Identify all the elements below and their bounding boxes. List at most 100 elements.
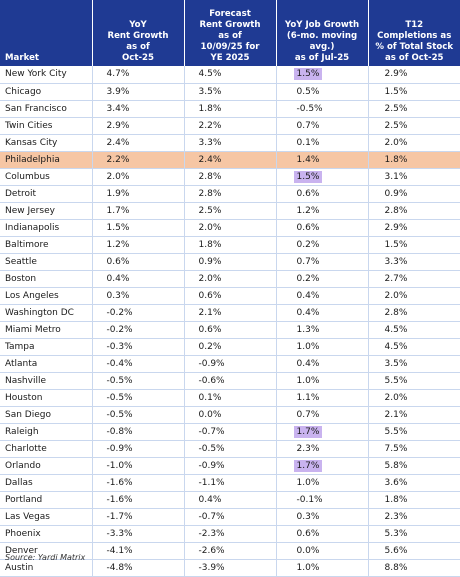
table-row: Denver -4.1% -2.6% 0.0% 5.6% [0, 542, 460, 560]
cell-yoy-rent-growth: 3.4% [92, 100, 185, 118]
cell-yoy-job-growth: 0.4% [276, 304, 369, 322]
table-row: New Jersey 1.7% 2.5% 1.2% 2.8% [0, 202, 460, 220]
cell-t12-completions: 2.0% [368, 389, 460, 407]
cell-yoy-rent-growth: -1.7% [92, 508, 185, 526]
header-t12-completions: T12 Completions as% of Total Stock as of O… [368, 0, 460, 66]
cell-t12-completions: 2.0% [368, 287, 460, 305]
cell-forecast-rent-growth: 0.6% [184, 321, 277, 339]
table-row: Charlotte -0.9% -0.5% 2.3% 7.5% [0, 440, 460, 458]
cell-market: Seattle [0, 253, 93, 271]
cell-market: San Diego [0, 406, 93, 424]
cell-yoy-job-growth: 1.0% [276, 474, 369, 492]
cell-yoy-job-growth: 2.3% [276, 440, 369, 458]
cell-yoy-rent-growth: 2.2% [92, 151, 185, 169]
cell-market: Miami Metro [0, 321, 93, 339]
cell-t12-completions: 2.0% [368, 134, 460, 152]
cell-t12-completions: 4.5% [368, 338, 460, 356]
cell-market: Las Vegas [0, 508, 93, 526]
cell-yoy-job-growth: 0.5% [276, 83, 369, 101]
cell-forecast-rent-growth: 2.4% [184, 151, 277, 169]
table-row: Nashville -0.5% -0.6% 1.0% 5.5% [0, 372, 460, 390]
cell-forecast-rent-growth: -0.9% [184, 355, 277, 373]
cell-market: Portland [0, 491, 93, 509]
cell-yoy-rent-growth: -0.5% [92, 389, 185, 407]
cell-t12-completions: 1.5% [368, 83, 460, 101]
cell-forecast-rent-growth: 0.9% [184, 253, 277, 271]
table-row: San Diego -0.5% 0.0% 0.7% 2.1% [0, 406, 460, 424]
cell-yoy-rent-growth: 0.3% [92, 287, 185, 305]
cell-t12-completions: 0.9% [368, 185, 460, 203]
cell-yoy-job-growth: -0.1% [276, 491, 369, 509]
cell-forecast-rent-growth: 2.2% [184, 117, 277, 135]
table-row: Columbus 2.0% 2.8% 1.5% 3.1% [0, 168, 460, 186]
table-row: Atlanta -0.4% -0.9% 0.4% 3.5% [0, 355, 460, 373]
cell-forecast-rent-growth: 1.8% [184, 100, 277, 118]
cell-yoy-rent-growth: 2.0% [92, 168, 185, 186]
cell-forecast-rent-growth: -2.3% [184, 525, 277, 543]
table-row: Washington DC -0.2% 2.1% 0.4% 2.8% [0, 304, 460, 322]
cell-yoy-job-growth: 0.7% [276, 406, 369, 424]
cell-yoy-job-growth: 0.0% [276, 542, 369, 560]
cell-yoy-job-growth: -0.5% [276, 100, 369, 118]
cell-t12-completions: 5.5% [368, 423, 460, 441]
cell-forecast-rent-growth: 4.5% [184, 66, 277, 84]
cell-yoy-rent-growth: 2.4% [92, 134, 185, 152]
cell-market: Detroit [0, 185, 93, 203]
cell-forecast-rent-growth: -0.5% [184, 440, 277, 458]
cell-yoy-rent-growth: -0.5% [92, 372, 185, 390]
cell-yoy-job-growth: 0.7% [276, 117, 369, 135]
cell-market: Indianapolis [0, 219, 93, 237]
cell-yoy-job-growth: 0.6% [276, 525, 369, 543]
cell-yoy-job-growth: 1.5% [276, 66, 369, 84]
table-row: Indianapolis 1.5% 2.0% 0.6% 2.9% [0, 219, 460, 237]
cell-yoy-rent-growth: -0.2% [92, 304, 185, 322]
cell-t12-completions: 1.5% [368, 236, 460, 254]
cell-yoy-rent-growth: 1.7% [92, 202, 185, 220]
cell-yoy-job-growth: 1.0% [276, 372, 369, 390]
cell-market: Tampa [0, 338, 93, 356]
cell-t12-completions: 5.6% [368, 542, 460, 560]
cell-t12-completions: 8.8% [368, 559, 460, 577]
cell-yoy-rent-growth: -3.3% [92, 525, 185, 543]
table-row: Boston 0.4% 2.0% 0.2% 2.7% [0, 270, 460, 288]
table-row: Portland -1.6% 0.4% -0.1% 1.8% [0, 491, 460, 509]
cell-yoy-job-growth: 0.4% [276, 287, 369, 305]
cell-market: Washington DC [0, 304, 93, 322]
cell-yoy-job-growth: 0.6% [276, 219, 369, 237]
cell-t12-completions: 4.5% [368, 321, 460, 339]
header-forecast-rent-growth: Forecast Rent Growth as of 10/09/25 for YE 2… [184, 0, 277, 66]
cell-yoy-job-growth: 1.1% [276, 389, 369, 407]
cell-forecast-rent-growth: -0.7% [184, 508, 277, 526]
table-header: Market YoY Rent Growth as of Oct-25 Forecas… [0, 0, 460, 66]
cell-forecast-rent-growth: 0.1% [184, 389, 277, 407]
cell-yoy-rent-growth: 2.9% [92, 117, 185, 135]
cell-t12-completions: 2.5% [368, 100, 460, 118]
cell-t12-completions: 2.9% [368, 66, 460, 84]
cell-t12-completions: 2.7% [368, 270, 460, 288]
cell-market: Phoenix [0, 525, 93, 543]
cell-market: Orlando [0, 457, 93, 475]
cell-forecast-rent-growth: 0.6% [184, 287, 277, 305]
cell-yoy-rent-growth: -1.6% [92, 474, 185, 492]
cell-yoy-job-growth: 1.2% [276, 202, 369, 220]
cell-forecast-rent-growth: 0.2% [184, 338, 277, 356]
cell-market: San Francisco [0, 100, 93, 118]
cell-forecast-rent-growth: 3.3% [184, 134, 277, 152]
cell-yoy-job-growth: 0.7% [276, 253, 369, 271]
cell-yoy-job-growth: 0.4% [276, 355, 369, 373]
cell-forecast-rent-growth: -0.6% [184, 372, 277, 390]
header-row: Market YoY Rent Growth as of Oct-25 Forecas… [0, 0, 460, 66]
cell-yoy-job-growth: 0.1% [276, 134, 369, 152]
table-row: Detroit 1.9% 2.8% 0.6% 0.9% [0, 185, 460, 203]
cell-yoy-job-growth: 1.7% [276, 457, 369, 475]
cell-forecast-rent-growth: 2.0% [184, 219, 277, 237]
cell-forecast-rent-growth: -0.9% [184, 457, 277, 475]
cell-market: Columbus [0, 168, 93, 186]
cell-t12-completions: 2.1% [368, 406, 460, 424]
cell-forecast-rent-growth: 2.5% [184, 202, 277, 220]
table-row: Raleigh -0.8% -0.7% 1.7% 5.5% [0, 423, 460, 441]
cell-forecast-rent-growth: -1.1% [184, 474, 277, 492]
cell-yoy-rent-growth: 0.4% [92, 270, 185, 288]
cell-forecast-rent-growth: 2.8% [184, 185, 277, 203]
